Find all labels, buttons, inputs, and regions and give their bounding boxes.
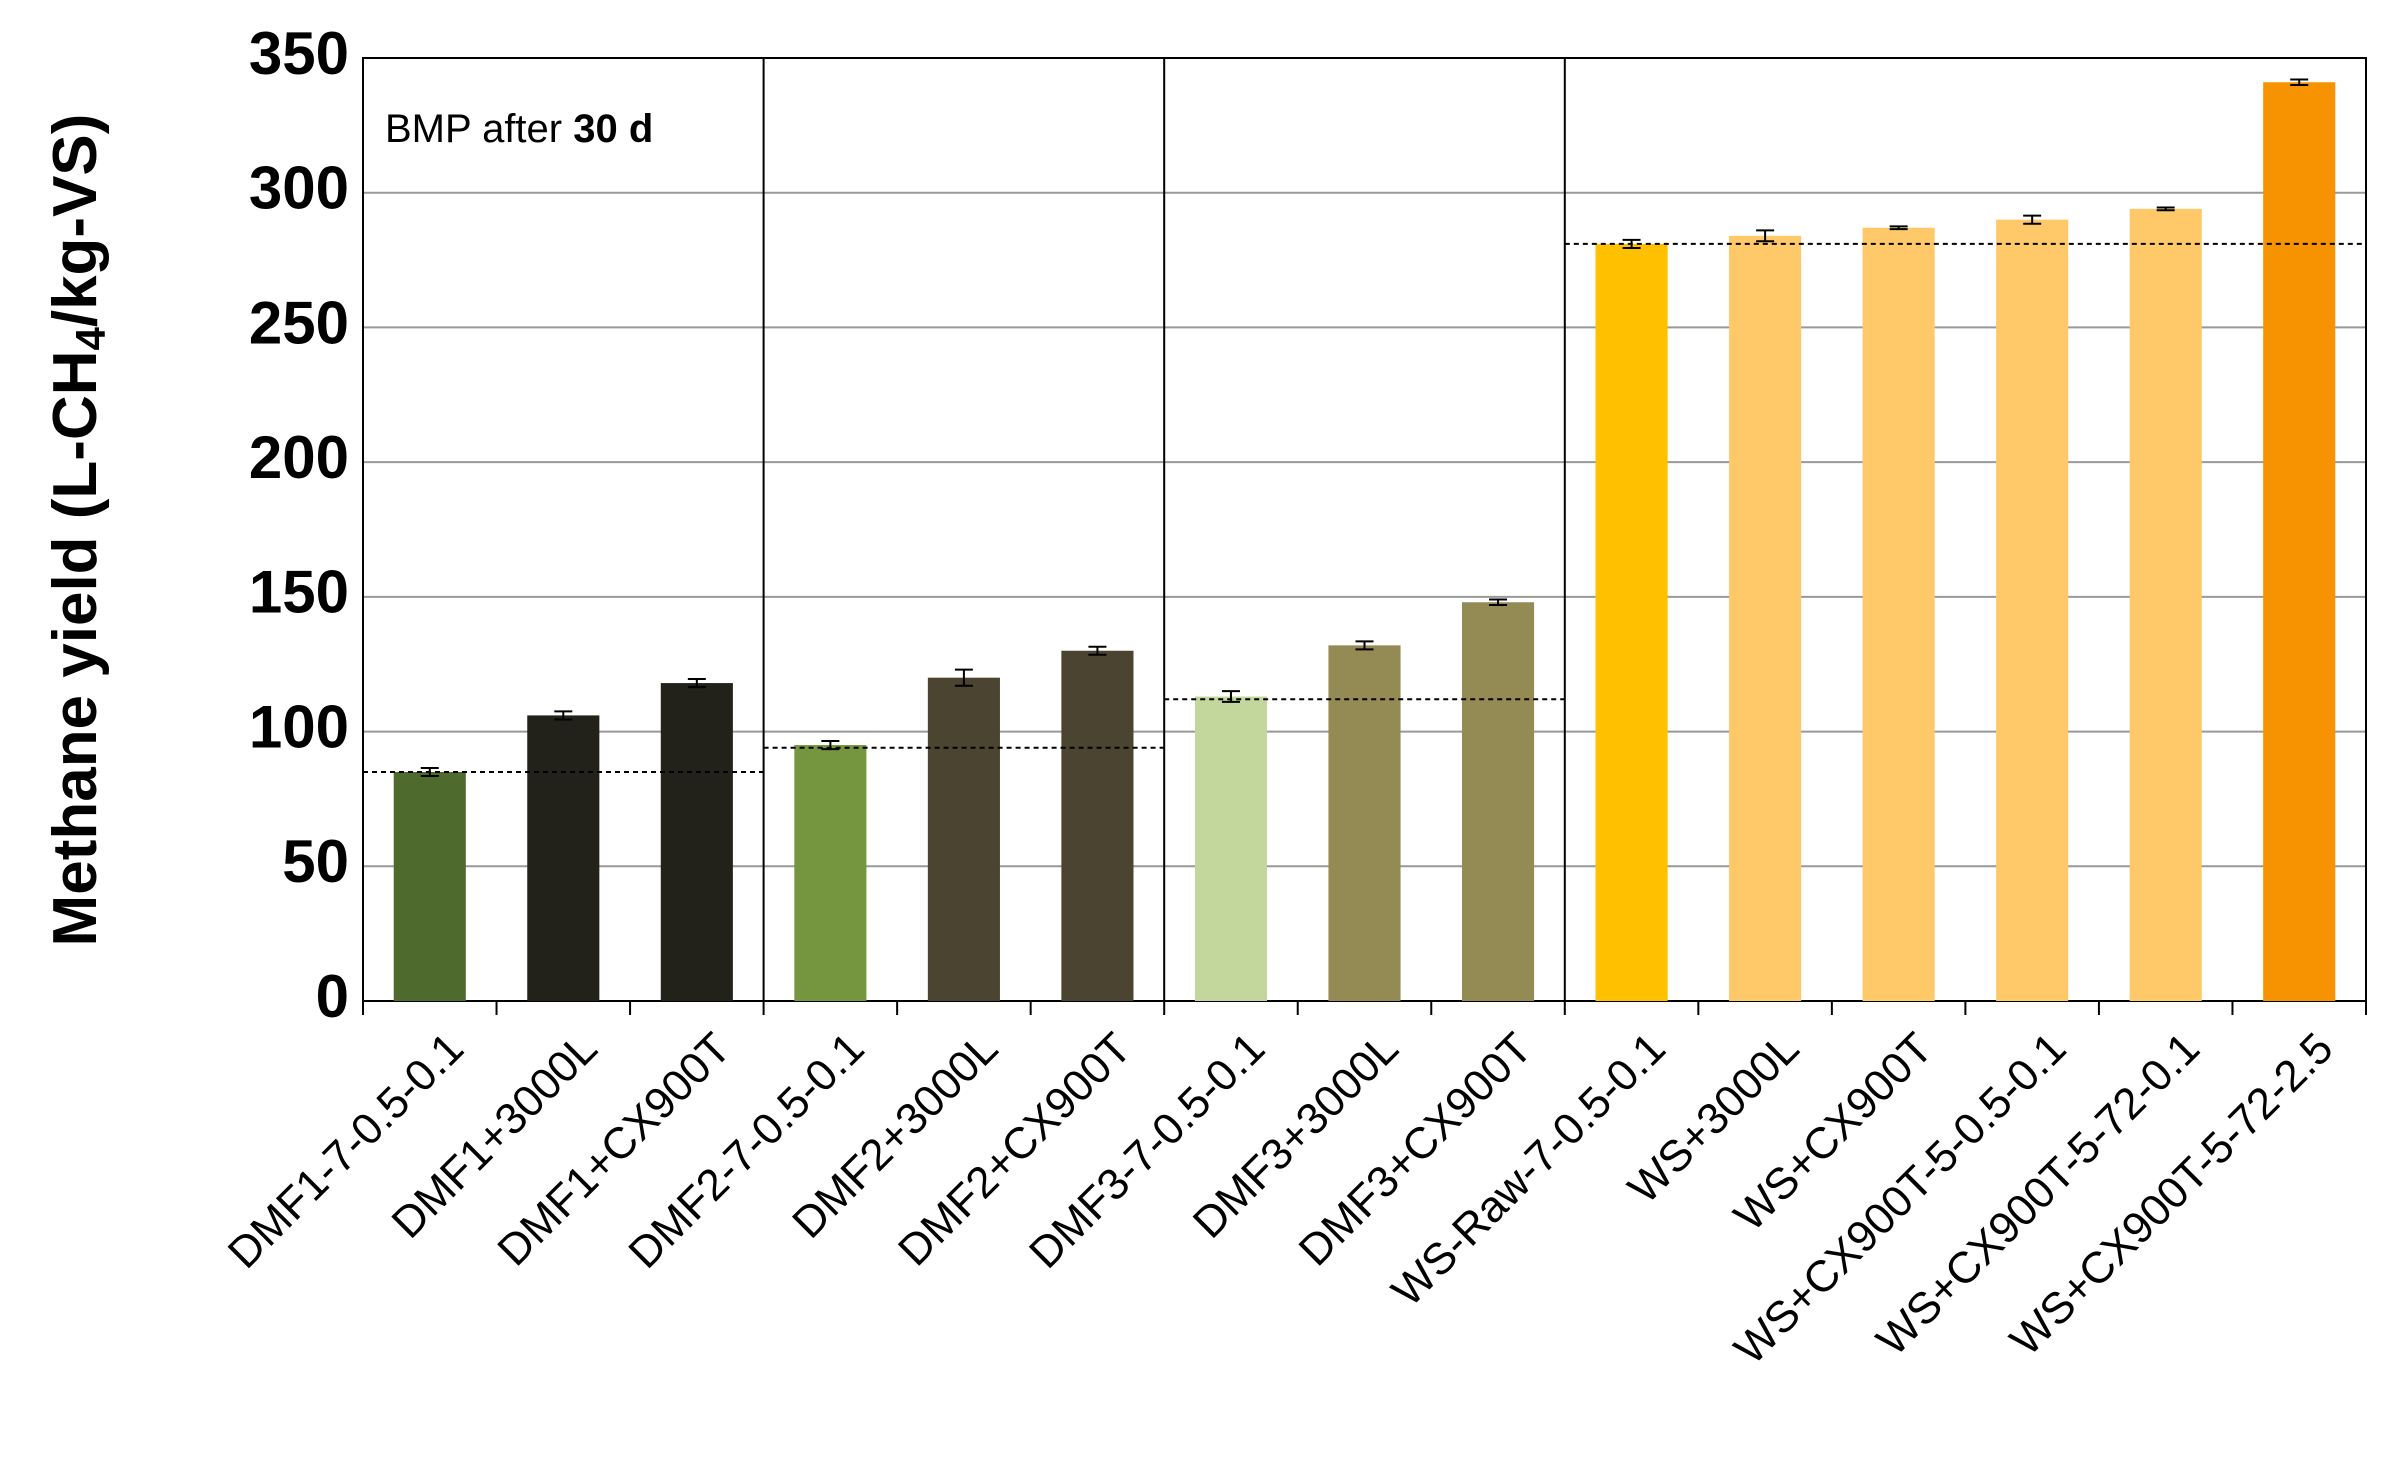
y-tick-label: 100 (249, 693, 349, 760)
y-label-part: Methane yield (L-CH (41, 351, 110, 947)
annotation: BMP after 30 d (385, 107, 653, 151)
x-tick-label: DMF2+CX900T (889, 1024, 1141, 1276)
bar (927, 677, 1000, 1001)
y-tick-label: 200 (249, 424, 349, 491)
y-tick-label: 250 (249, 289, 349, 356)
bar (1194, 696, 1268, 1001)
error-bar (2023, 214, 2042, 225)
bar (393, 771, 466, 1001)
y-label-part: /kg-VS) (41, 114, 110, 328)
x-tick-label: DMF1+CX900T (488, 1024, 740, 1276)
annotation-bold: 30 d (573, 107, 653, 151)
error-bar (2290, 78, 2309, 86)
error-bar (954, 668, 973, 687)
bar (2129, 208, 2202, 1001)
x-tick-label: DMF3+CX900T (1290, 1024, 1542, 1276)
error-bar (687, 678, 706, 689)
x-tick-label: DMF1-7-0.5-0.1 (219, 1024, 473, 1278)
error-bar (1489, 598, 1508, 606)
y-tick-label: 50 (282, 828, 349, 895)
bar (1996, 219, 2069, 1001)
x-tick-label: DMF3-7-0.5-0.1 (1020, 1024, 1274, 1278)
y-tick-label: 150 (249, 559, 349, 626)
error-bar (1889, 225, 1908, 231)
bar (527, 715, 600, 1001)
bar (1862, 227, 1935, 1002)
error-bar (1756, 229, 1775, 243)
y-label-sub: 4 (67, 327, 114, 351)
error-bar (1088, 645, 1107, 656)
bar (1461, 602, 1535, 1001)
error-bar (2156, 206, 2175, 212)
bar (2263, 82, 2336, 1001)
annotation-text: BMP after (385, 107, 562, 151)
y-tick-label: 0 (316, 963, 349, 1030)
bar (794, 745, 867, 1001)
error-bar (554, 710, 573, 721)
y-axis-label: Methane yield (L-CH4/kg-VS) (41, 114, 114, 947)
bar (660, 683, 733, 1001)
x-tick-label: DMF2-7-0.5-0.1 (619, 1024, 873, 1278)
bar (1595, 243, 1668, 1002)
bar (1729, 235, 1802, 1001)
bar (1061, 650, 1134, 1001)
error-bar (1355, 640, 1374, 651)
y-tick-label: 300 (249, 155, 349, 222)
y-tick-label: 350 (249, 20, 349, 87)
bar (1328, 645, 1401, 1001)
